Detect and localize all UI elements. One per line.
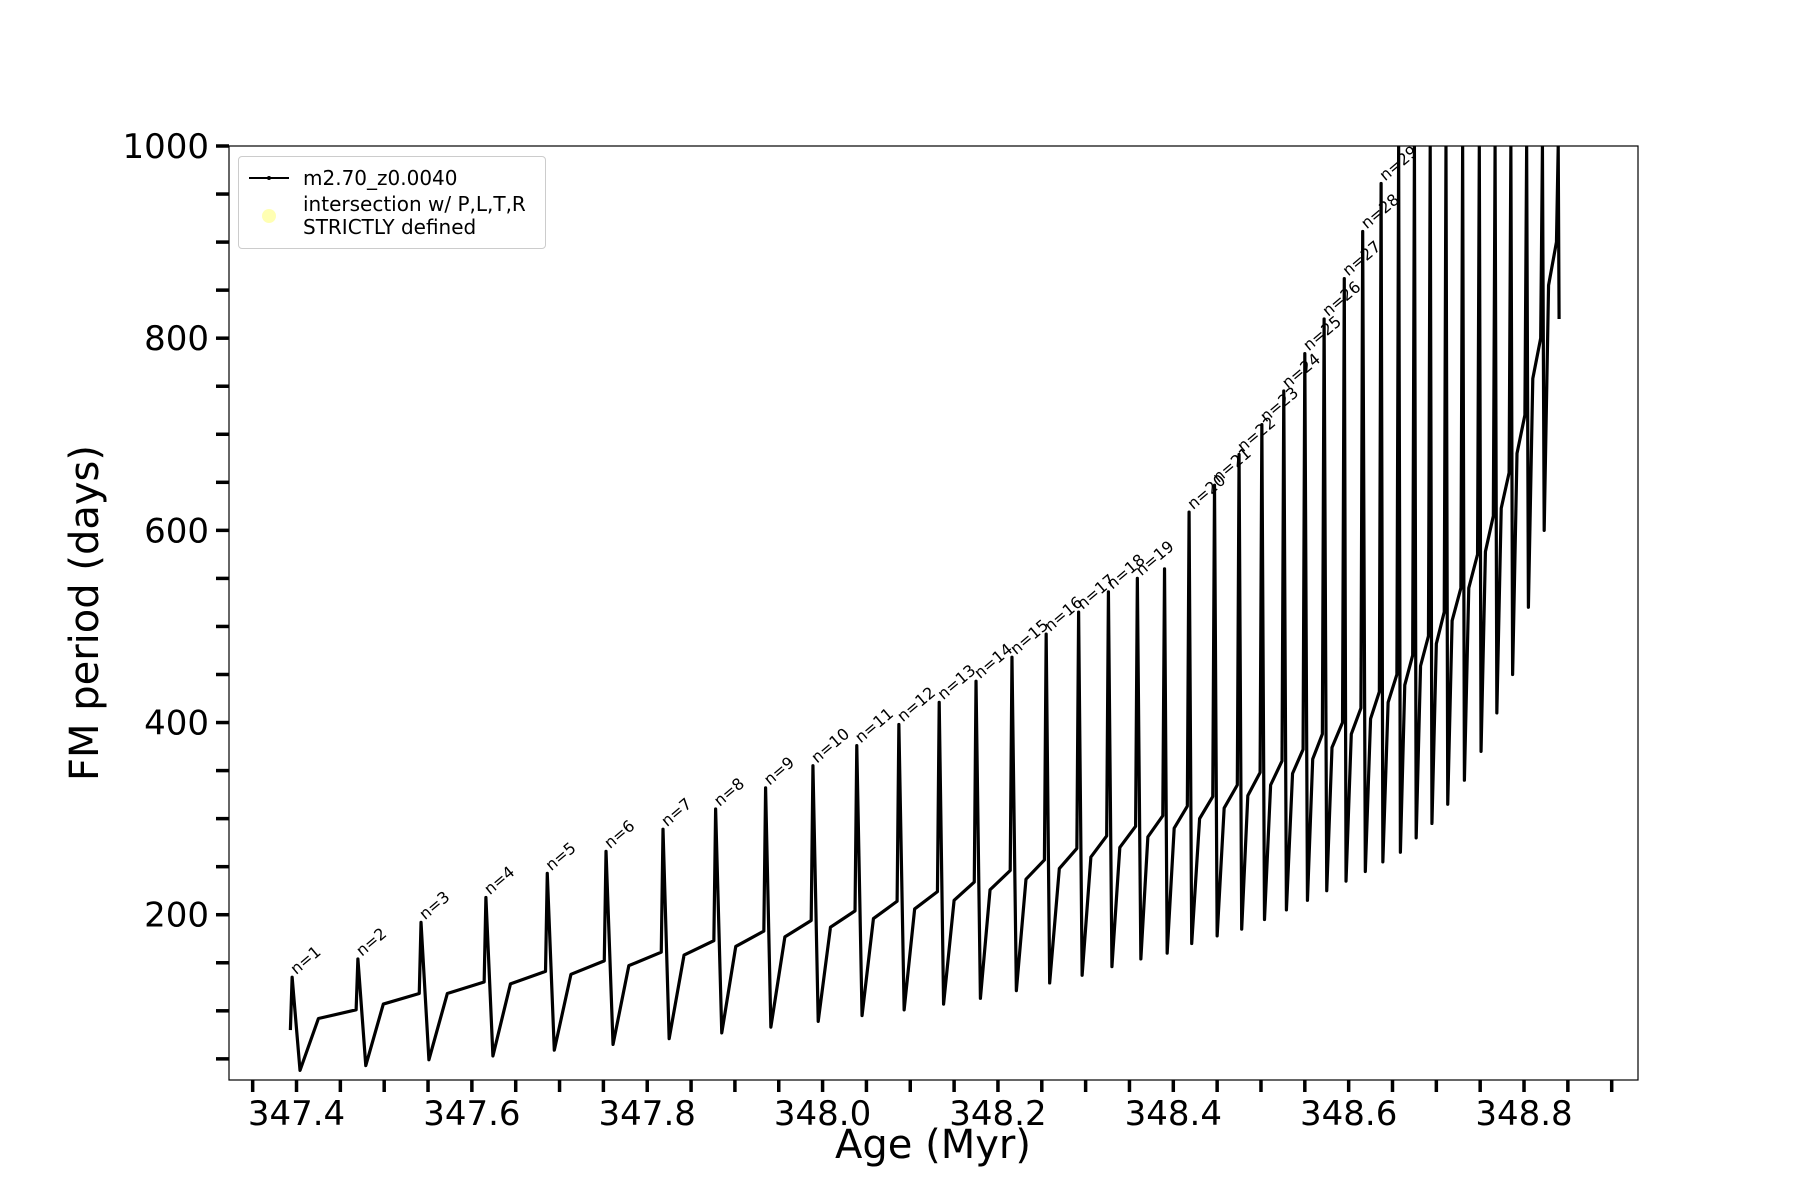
annotation: n=8 <box>710 774 748 810</box>
legend-key <box>249 176 289 180</box>
legend-label: m2.70_z0.0040 <box>303 165 458 190</box>
plot-area <box>288 146 1561 1072</box>
series-line <box>288 146 1561 1072</box>
annotation: n=3 <box>415 887 453 923</box>
annotation: n=23 <box>1256 383 1302 426</box>
legend-entry: m2.70_z0.0040 <box>239 166 545 190</box>
x-tick-label: 348.8 <box>1475 1094 1572 1134</box>
x-axis-label: Age (Myr) <box>835 1122 1031 1168</box>
plot-frame <box>228 145 1639 1081</box>
legend: m2.70_z0.0040 intersection w/ P,L,T,R STR… <box>238 156 546 249</box>
annotation: n=4 <box>480 862 518 898</box>
legend-marker <box>267 176 271 180</box>
annotation: n=24 <box>1278 349 1324 392</box>
x-tick-label: 348.6 <box>1300 1094 1397 1134</box>
annotation: n=1 <box>286 942 324 978</box>
annotation: n=7 <box>657 794 695 830</box>
y-tick-label: 400 <box>144 704 209 744</box>
annotation: n=2 <box>352 924 390 960</box>
annotation: n=11 <box>851 704 897 747</box>
y-tick-label: 800 <box>144 319 209 359</box>
y-tick-label: 1000 <box>122 127 209 167</box>
x-tick-label: 347.6 <box>423 1094 520 1134</box>
annotation: n=26 <box>1318 277 1364 320</box>
legend-key <box>262 209 276 223</box>
annotation: n=6 <box>600 816 638 852</box>
x-tick-label: 347.8 <box>599 1094 696 1134</box>
y-tick-label: 200 <box>144 896 209 936</box>
legend-entry: intersection w/ P,L,T,R STRICTLY defined <box>239 193 545 239</box>
annotation: n=19 <box>1132 537 1178 580</box>
annotation: n=10 <box>807 724 853 767</box>
annotation: n=5 <box>542 838 580 874</box>
x-tick-label: 348.0 <box>774 1094 871 1134</box>
annotation: n=25 <box>1299 312 1345 355</box>
x-tick-label: 348.4 <box>1125 1094 1222 1134</box>
x-tick-label: 348.2 <box>949 1094 1046 1134</box>
legend-label: intersection w/ P,L,T,R STRICTLY defined <box>303 192 526 239</box>
annotation: n=9 <box>760 753 798 789</box>
annotation: n=12 <box>893 683 939 726</box>
legend-marker <box>262 209 276 223</box>
y-tick-label: 600 <box>144 511 209 551</box>
x-tick-label: 347.4 <box>248 1094 345 1134</box>
y-axis-label: FM period (days) <box>62 445 108 781</box>
